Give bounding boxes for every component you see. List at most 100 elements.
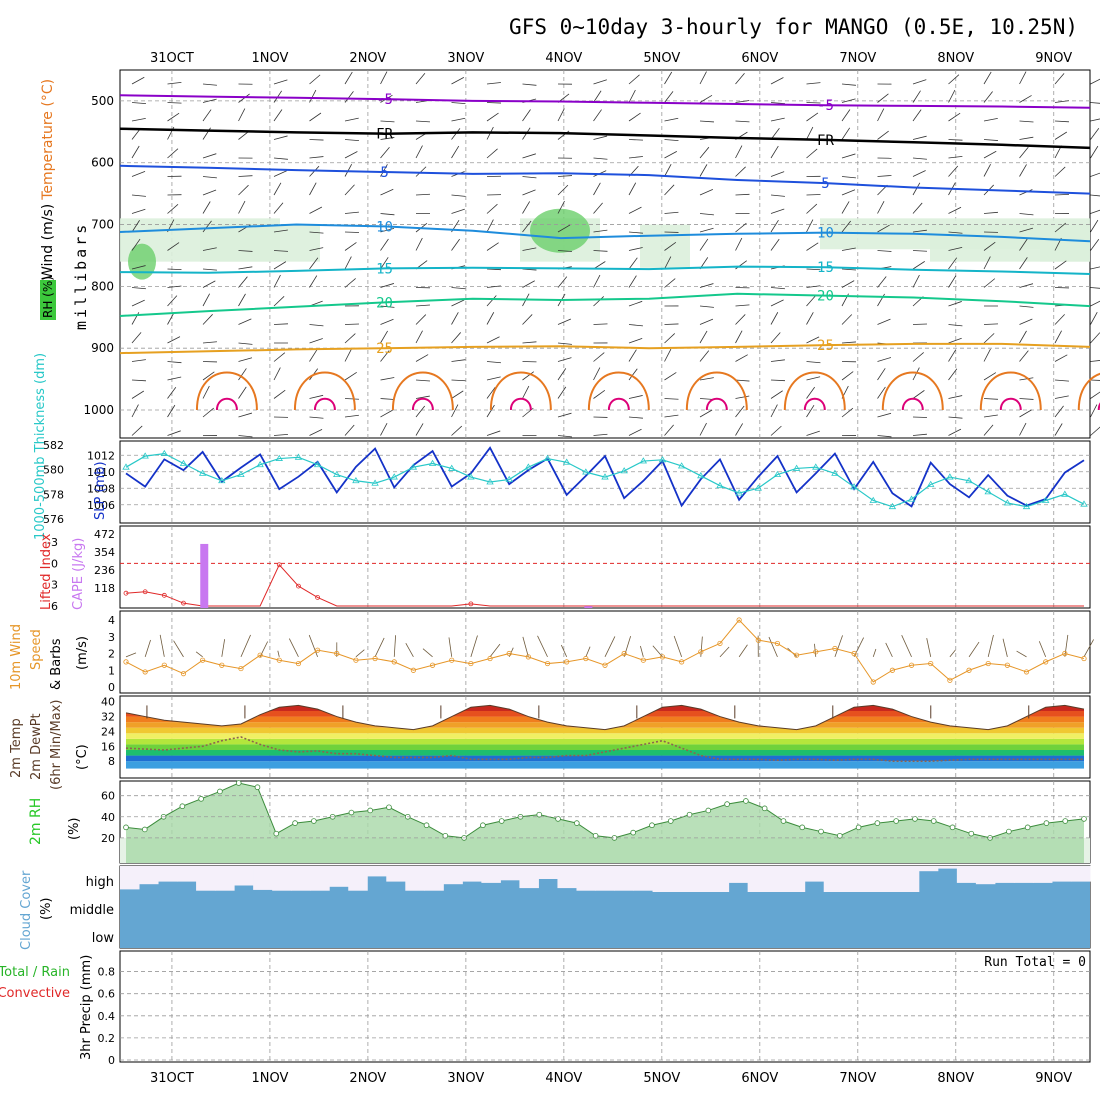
wind10-marker (123, 659, 129, 665)
wind-barb (309, 257, 319, 270)
wind10-marker (142, 669, 148, 675)
wind10-marker (525, 654, 531, 660)
wind-barb (699, 94, 713, 103)
wind-barb (202, 83, 217, 86)
wind-barb (1090, 360, 1100, 362)
high-cloud-gap (538, 866, 558, 879)
wind-barb (451, 117, 466, 122)
rh-shading (1040, 224, 1090, 262)
wind-barb (699, 330, 708, 344)
temperature-band (126, 733, 1084, 739)
hot-contour (1097, 402, 1100, 411)
wind-barb (415, 120, 430, 123)
wind-barb (451, 128, 461, 140)
high-cloud-gap (956, 866, 977, 883)
wind-barb (735, 120, 750, 123)
wind-barb (628, 395, 643, 399)
wind-barb (344, 371, 357, 381)
wind-barb (1090, 209, 1100, 214)
contour-label: 20 (817, 289, 834, 305)
li-marker (161, 592, 167, 598)
wind-barb (1054, 405, 1064, 418)
rh-tick-label: 60 (101, 790, 115, 803)
li-marker (142, 589, 148, 595)
wind-barb (1019, 283, 1034, 288)
hot-contour (705, 397, 728, 411)
wind-barb (238, 200, 246, 214)
wind-barb (202, 268, 217, 271)
wind-barb (1019, 350, 1029, 362)
wind-barb (1054, 166, 1066, 177)
wind10-marker (353, 657, 359, 663)
wind-barb (380, 137, 395, 140)
wind-barb (983, 71, 992, 85)
wind-barb (664, 333, 676, 344)
wind-barb (806, 203, 818, 214)
warm-contour (489, 371, 552, 411)
wind10-marker (793, 652, 800, 658)
wind-barb (238, 184, 249, 196)
rh-marker (423, 822, 430, 829)
wind-barb (238, 412, 253, 418)
wind-barb (983, 139, 998, 141)
wind-barb (770, 404, 778, 418)
high-cloud-gap (880, 866, 901, 892)
wind-barb (167, 295, 178, 307)
wind10-barb (125, 652, 137, 658)
wind-barb (202, 280, 216, 288)
rh-marker (1081, 816, 1087, 822)
wind-barb (238, 293, 246, 307)
wind-barb (557, 184, 569, 196)
wind-barb (806, 148, 818, 159)
wind-barb (522, 83, 537, 86)
wind-barb (770, 102, 785, 105)
wind-barb (593, 135, 608, 140)
cloud-level-label: middle (70, 903, 114, 918)
thickness-marker (1003, 499, 1012, 506)
wind-barb (983, 323, 999, 325)
li-marker (296, 583, 301, 589)
wind-barb (202, 341, 217, 344)
wind-barb (1090, 118, 1100, 122)
wind-barb (628, 257, 638, 270)
wind-barb (664, 398, 679, 400)
rh-marker (536, 811, 543, 818)
wind-barb (415, 72, 426, 85)
wind-barb (1019, 120, 1034, 123)
wind-barb (486, 312, 495, 325)
wind-barb (273, 433, 288, 436)
wind10-marker (947, 677, 953, 683)
warm-contour (979, 371, 1042, 411)
thickness-marker (1080, 500, 1088, 507)
rh-marker (761, 805, 768, 812)
wind-barb (806, 386, 815, 399)
wind-barb (948, 301, 962, 307)
high-cloud-gap (348, 866, 368, 891)
wind-barb (167, 268, 182, 271)
precip-tick-label: 0.2 (98, 1032, 116, 1045)
wind-barb (664, 139, 679, 142)
wind-label: Wind (m/s) (40, 204, 56, 280)
wind-barb (877, 412, 892, 418)
contour-label: 5 (821, 176, 829, 192)
wind-barb (664, 278, 676, 288)
wind-barb (131, 299, 145, 307)
wind10-barb (522, 636, 529, 657)
wind-barb (557, 224, 571, 233)
panel-frame (119, 610, 1091, 694)
wind-barb (841, 109, 851, 122)
wind10-barb (585, 646, 591, 658)
wind-barb (770, 379, 786, 382)
wind-barb (1054, 100, 1069, 103)
wind-barb (344, 414, 359, 418)
temperature-color-bands (126, 705, 1084, 769)
wind-barb (948, 206, 962, 214)
wind-barb (415, 354, 429, 362)
wind-barb (735, 222, 747, 233)
wind-barb (309, 324, 324, 327)
pressure-tick-label: 600 (91, 156, 114, 170)
wind-barb (1054, 395, 1069, 399)
wind10-barb (949, 649, 956, 658)
rh-marker (705, 807, 712, 814)
wind-barb (309, 231, 324, 234)
